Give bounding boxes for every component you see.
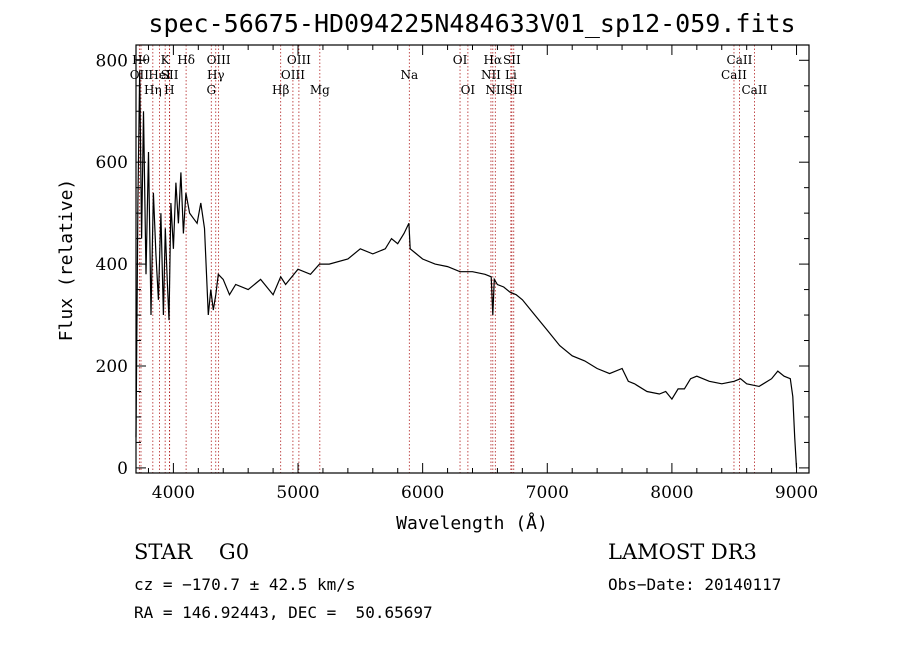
chart-title: spec-56675-HD094225N484633V01_sp12-059.f…: [148, 9, 795, 38]
line-label-18: NII: [481, 68, 501, 82]
y-tick-label-4: 800: [96, 51, 128, 71]
emission-line-markers: [138, 45, 755, 473]
line-label-17: OI: [461, 83, 476, 97]
spectrum-series-line: [135, 70, 798, 468]
line-label-16: OI: [453, 53, 468, 67]
line-label-8: OIII: [207, 53, 231, 67]
line-label-13: OIII: [287, 53, 311, 67]
x-tick-label-0: 4000: [152, 483, 195, 503]
line-label-20: NII: [485, 83, 505, 97]
line-label-7: Hδ: [177, 53, 195, 67]
line-label-12: OIII: [281, 68, 305, 82]
observation-date: Obs−Date: 20140117: [608, 575, 782, 594]
y-tick-label-1: 200: [96, 357, 128, 377]
x-tick-label-4: 8000: [650, 483, 693, 503]
survey-name: LAMOST DR3: [608, 540, 757, 564]
line-label-10: G: [206, 83, 216, 97]
line-label-22: SII: [503, 53, 521, 67]
line-label-24: CaII: [721, 68, 747, 82]
line-label-15: Na: [400, 68, 418, 82]
object-class: STAR G0: [134, 540, 250, 564]
y-tick-label-3: 600: [96, 153, 128, 173]
line-label-14: Mg: [310, 83, 330, 97]
y-axis-ticks: 0 200 400 600 800: [96, 51, 809, 479]
line-label-6: H: [164, 83, 174, 97]
x-axis-ticks: 4000 5000 6000 7000 8000 9000: [147, 45, 818, 503]
line-label-9: Hγ: [207, 68, 225, 82]
line-label-5: SII: [161, 68, 179, 82]
line-label-2: Hη: [144, 83, 162, 97]
x-tick-label-2: 6000: [401, 483, 444, 503]
line-label-26: CaII: [741, 83, 767, 97]
x-tick-label-1: 5000: [276, 483, 319, 503]
x-axis-label: Wavelength (Å): [396, 512, 548, 534]
sky-coordinates: RA = 146.92443, DEC = 50.65697: [134, 603, 433, 622]
line-label-3: HeI: [148, 68, 171, 82]
line-label-25: CaII: [727, 53, 753, 67]
line-label-23: SII: [505, 83, 523, 97]
y-tick-label-0: 0: [117, 459, 128, 479]
line-label-19: Hα: [484, 53, 503, 67]
x-tick-label-5: 9000: [775, 483, 818, 503]
line-label-4: K: [161, 53, 171, 67]
line-label-11: Hβ: [272, 83, 289, 97]
y-axis-label: Flux (relative): [56, 179, 77, 342]
radial-velocity: cz = −170.7 ± 42.5 km/s: [134, 575, 356, 594]
y-tick-label-2: 400: [96, 255, 128, 275]
plot-frame: [135, 44, 810, 474]
line-label-21: Li: [505, 68, 517, 82]
x-tick-label-3: 7000: [526, 483, 569, 503]
